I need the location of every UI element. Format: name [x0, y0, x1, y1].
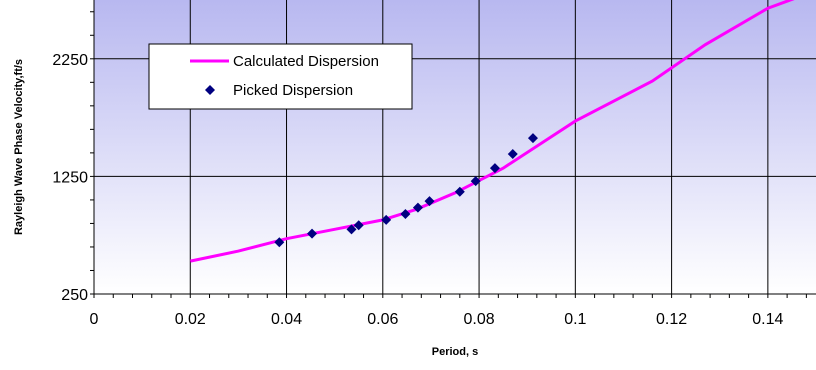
picked-dispersion-point [274, 237, 285, 248]
y-axis-title: Rayleigh Wave Phase Velocity,ft/s [13, 59, 25, 235]
y-tick-label: 1250 [52, 169, 88, 186]
picked-dispersion-point [489, 163, 500, 174]
picked-dispersion-point [412, 202, 423, 213]
x-axis-title: Period, s [432, 346, 478, 358]
x-tick-label: 0.12 [656, 311, 687, 328]
legend-label-picked: Picked Dispersion [233, 82, 353, 99]
legend-diamond-swatch [205, 85, 215, 95]
x-tick-label: 0 [90, 311, 99, 328]
legend: Calculated Dispersion Picked Dispersion [148, 43, 413, 110]
picked-dispersion-point [454, 186, 465, 197]
picked-dispersion-point [307, 228, 318, 239]
picked-dispersion-point [470, 176, 481, 187]
x-tick-label: 0.02 [175, 311, 206, 328]
x-tick-label: 0.1 [564, 311, 586, 328]
y-tick-label: 2250 [52, 52, 88, 69]
x-tick-label: 0.14 [752, 311, 783, 328]
picked-dispersion-points [274, 133, 538, 248]
picked-dispersion-point [353, 220, 364, 231]
x-tick-labels: 0 0.02 0.04 0.06 0.08 0.1 0.12 0.14 [90, 311, 784, 328]
picked-dispersion-point [424, 196, 435, 207]
axes [90, 0, 816, 298]
legend-label-calculated: Calculated Dispersion [233, 53, 379, 70]
picked-dispersion-point [346, 224, 357, 235]
y-tick-labels: 250 1250 2250 [52, 52, 88, 304]
y-tick-label: 250 [61, 287, 88, 304]
picked-dispersion-point [381, 214, 392, 225]
legend-box [148, 43, 413, 110]
picked-dispersion-point [400, 209, 411, 220]
picked-dispersion-point [527, 133, 538, 144]
picked-dispersion-point [507, 149, 518, 160]
x-tick-label: 0.06 [367, 311, 398, 328]
x-tick-label: 0.08 [463, 311, 494, 328]
x-tick-label: 0.04 [271, 311, 302, 328]
calculated-dispersion-line [189, 0, 795, 263]
